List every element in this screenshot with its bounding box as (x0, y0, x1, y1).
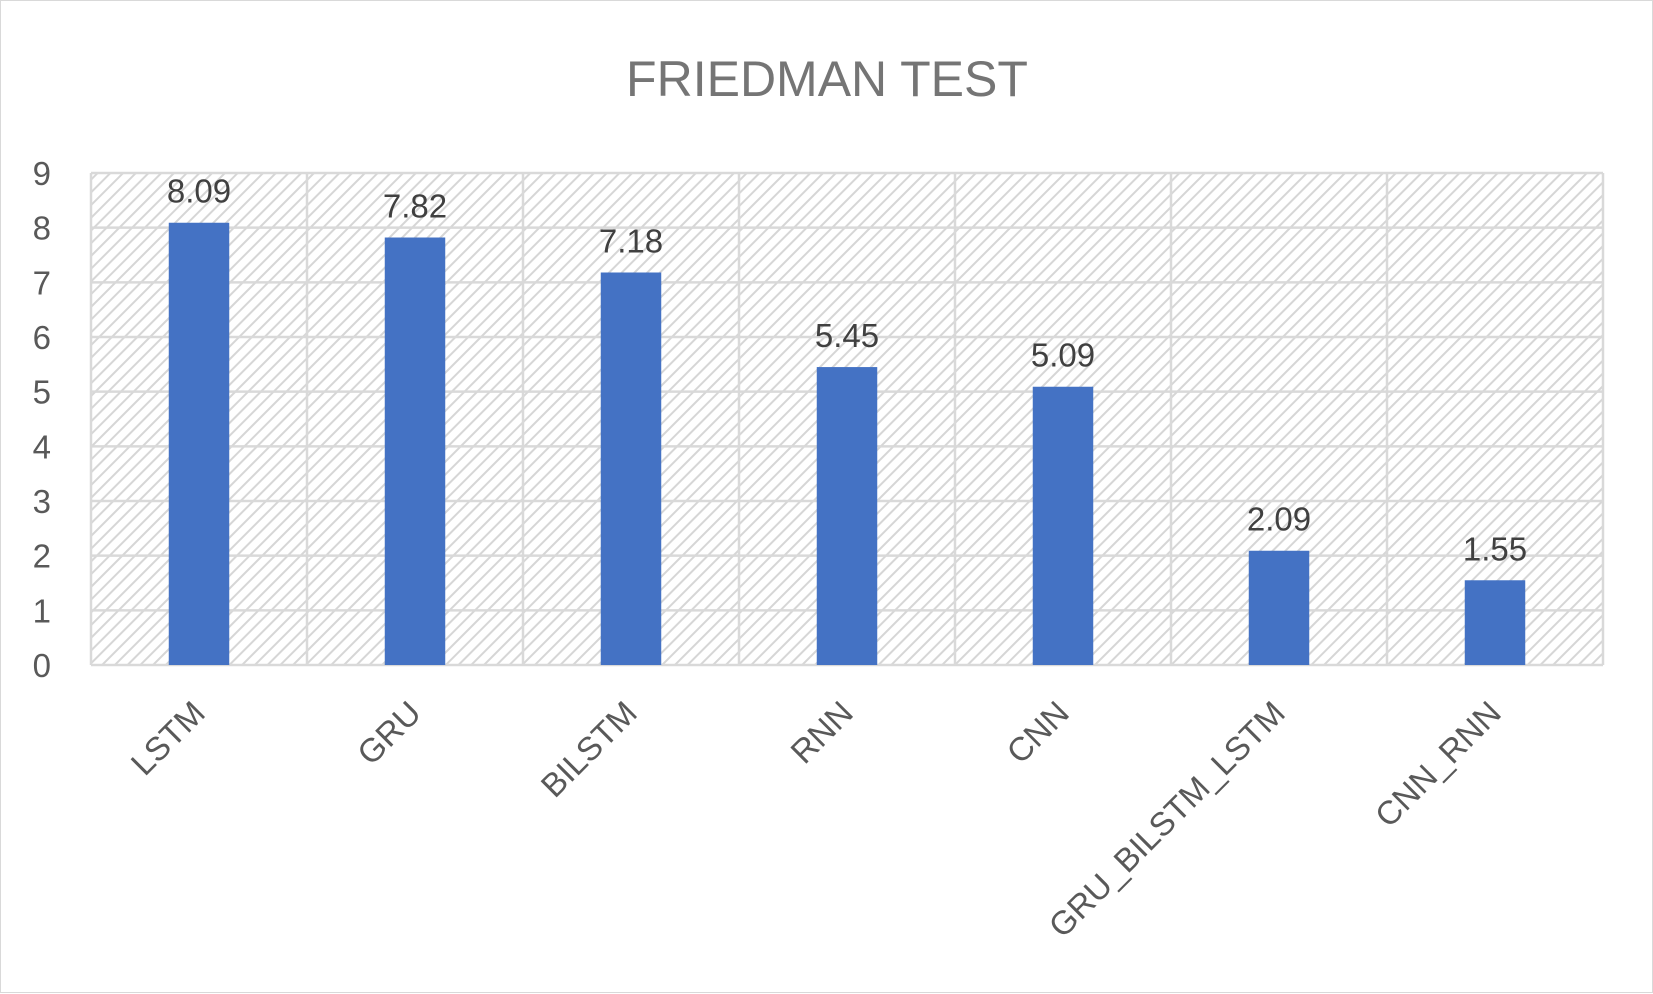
y-tick-label: 7 (33, 264, 51, 301)
bar-gru-bilstm-lstm (1248, 550, 1310, 665)
bar-cnn-rnn (1464, 580, 1526, 665)
data-label: 2.09 (1247, 501, 1311, 538)
x-category-label: CNN (999, 694, 1076, 771)
y-tick-label: 9 (33, 155, 51, 192)
data-label: 5.09 (1031, 337, 1095, 374)
data-labels: 8.09 7.82 7.18 5.45 5.09 2.09 1.55 (167, 173, 1527, 568)
x-category-label: BILSTM (533, 694, 643, 804)
x-category-label: CNN_RNN (1368, 694, 1508, 834)
bar-rnn (816, 367, 878, 665)
bar-bilstm (600, 272, 662, 665)
data-label: 7.82 (383, 188, 447, 225)
y-tick-label: 0 (33, 647, 51, 684)
bars (168, 222, 1526, 666)
y-tick-label: 5 (33, 374, 51, 411)
y-tick-label: 2 (33, 538, 51, 575)
bar-lstm (168, 222, 230, 665)
x-category-label: GRU (350, 694, 428, 772)
bar-cnn (1032, 386, 1094, 665)
data-label: 7.18 (599, 222, 663, 259)
x-category-label: GRU_BILSTM_LSTM (1041, 694, 1291, 944)
y-tick-label: 1 (33, 592, 51, 629)
chart-title: FRIEDMAN TEST (626, 51, 1028, 107)
y-axis-ticks: 0 1 2 3 4 5 6 7 8 9 (33, 155, 51, 684)
bar-gru (384, 237, 446, 666)
y-tick-label: 6 (33, 319, 51, 356)
y-tick-label: 8 (33, 210, 51, 247)
y-tick-label: 3 (33, 483, 51, 520)
y-tick-label: 4 (33, 428, 51, 465)
x-category-label: RNN (783, 694, 860, 771)
x-category-label: LSTM (124, 694, 212, 782)
data-label: 8.09 (167, 173, 231, 210)
data-label: 1.55 (1463, 530, 1527, 567)
data-label: 5.45 (815, 317, 879, 354)
